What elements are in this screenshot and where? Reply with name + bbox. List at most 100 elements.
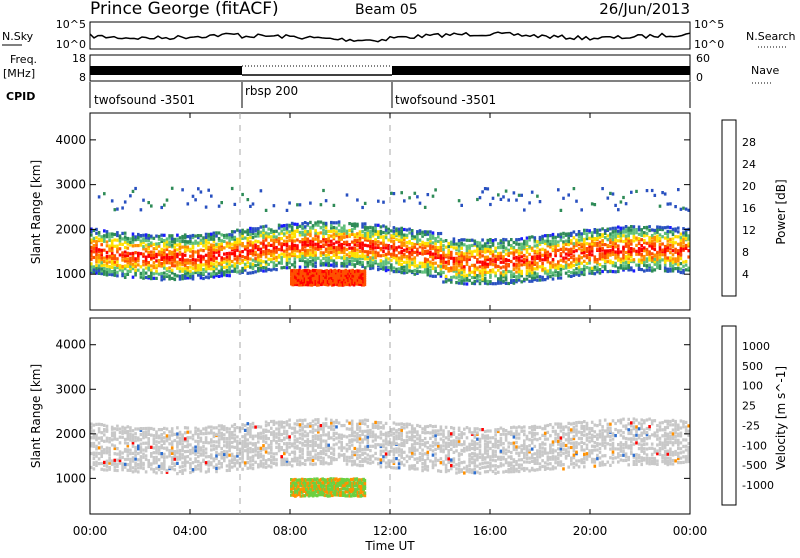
power-cell — [231, 247, 234, 250]
power-cell — [223, 253, 226, 256]
power-cell — [234, 244, 237, 247]
power-cell — [669, 202, 672, 205]
power-cell — [234, 230, 237, 233]
velocity-cell — [147, 437, 150, 440]
velocity-cell — [351, 423, 354, 426]
velocity-cell — [106, 437, 109, 440]
power-cell — [327, 262, 330, 265]
velocity-cell — [95, 464, 98, 467]
velocity-cell — [189, 431, 192, 434]
power-cell — [108, 255, 111, 258]
velocity-cell — [155, 456, 158, 459]
power-cell — [479, 275, 482, 278]
velocity-cell — [434, 463, 437, 466]
power-cell — [322, 225, 325, 228]
velocity-cell — [400, 426, 403, 429]
velocity-cell — [385, 455, 388, 458]
power-cell — [500, 239, 503, 242]
velocity-cell — [309, 462, 312, 465]
power-cell — [408, 228, 411, 231]
velocity-cell — [398, 443, 401, 446]
power-cell — [278, 227, 281, 230]
power-cell — [187, 246, 190, 249]
power-cell — [648, 256, 651, 259]
power-cell — [385, 244, 388, 247]
velocity-cell — [155, 430, 158, 433]
power-cell — [374, 238, 377, 241]
power-cell — [119, 253, 122, 256]
power-cell — [283, 250, 286, 253]
velocity-cell — [116, 453, 119, 456]
power-cell — [95, 253, 98, 256]
power-cell — [544, 234, 547, 237]
power-cell — [453, 266, 456, 269]
power-cell — [220, 271, 223, 274]
power-cell — [429, 244, 432, 247]
velocity-cell — [301, 448, 304, 451]
power-cell — [374, 256, 377, 259]
power-cell — [207, 252, 210, 255]
power-cell — [160, 248, 163, 251]
velocity-cell — [215, 470, 218, 473]
power-cell — [617, 259, 620, 262]
power-cell — [213, 254, 216, 257]
power-cell — [364, 232, 367, 235]
power-cell — [390, 263, 393, 266]
power-cell — [372, 243, 375, 246]
power-cell — [505, 271, 508, 274]
power-cell — [179, 243, 182, 246]
velocity-cell — [445, 445, 448, 448]
power-cell — [314, 238, 317, 241]
velocity-cell — [359, 437, 362, 440]
power-cell — [654, 254, 657, 257]
power-cell — [260, 259, 263, 262]
power-cell — [677, 270, 680, 273]
freq-bar-1 — [90, 66, 242, 75]
velocity-cell — [359, 430, 362, 433]
power-cell — [187, 235, 190, 238]
power-cell — [604, 236, 607, 239]
power-cell — [197, 187, 200, 190]
power-cell — [586, 250, 589, 253]
power-cell — [390, 229, 393, 232]
power-cell — [682, 269, 685, 272]
power-cell — [450, 251, 453, 254]
power-cell — [278, 232, 281, 235]
power-cell — [617, 248, 620, 251]
velocity-cell — [374, 438, 377, 441]
velocity-cell — [307, 438, 310, 441]
power-cell — [520, 194, 523, 197]
velocity-cell — [181, 465, 184, 468]
velocity-cell — [205, 470, 208, 473]
power-cell — [374, 233, 377, 236]
power-cell — [419, 265, 422, 268]
power-cell — [447, 245, 450, 248]
power-cell — [179, 261, 182, 264]
power-cell — [351, 241, 354, 244]
power-cell — [562, 246, 565, 249]
velocity-cell — [189, 471, 192, 474]
velocity-cell — [153, 437, 156, 440]
power-cell — [500, 198, 503, 201]
power-cell — [450, 276, 453, 279]
power-cell — [273, 254, 276, 257]
power-cell — [338, 256, 341, 259]
power-cell — [667, 203, 670, 206]
power-cell — [672, 267, 675, 270]
velocity-cell — [215, 433, 218, 436]
velocity-cell — [372, 461, 375, 464]
power-cell — [207, 246, 210, 249]
power-cell — [103, 264, 106, 267]
velocity-cell — [134, 427, 137, 430]
power-cell — [192, 195, 195, 198]
power-cell — [643, 234, 646, 237]
velocity-cell — [400, 429, 403, 432]
velocity-cell — [317, 444, 320, 447]
velocity-cell — [93, 429, 96, 432]
power-cell — [356, 252, 359, 255]
velocity-cell — [223, 459, 226, 462]
power-cell — [364, 270, 367, 273]
power-cell — [218, 237, 221, 240]
power-cell — [544, 240, 547, 243]
power-cell — [614, 250, 617, 253]
